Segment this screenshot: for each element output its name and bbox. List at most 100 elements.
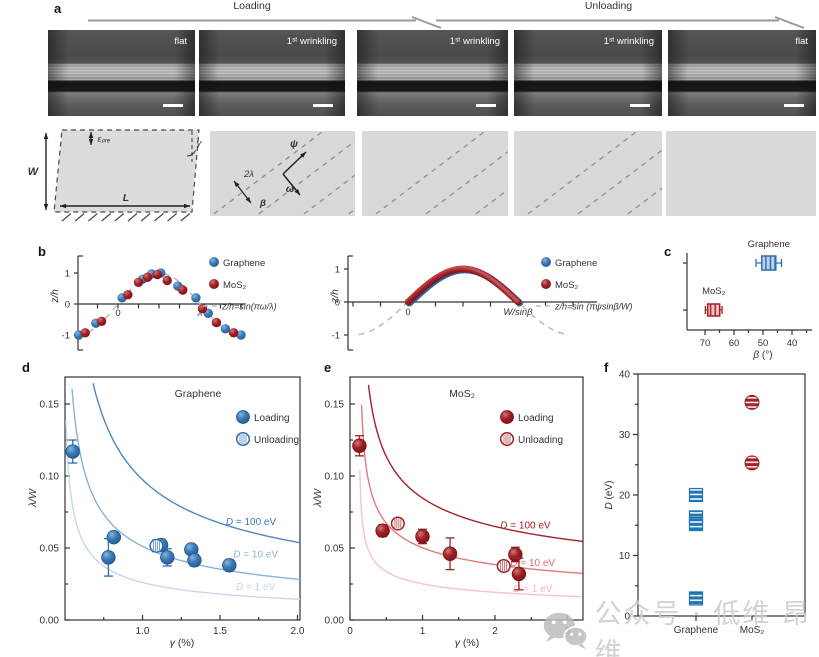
svg-text:0: 0 — [335, 298, 340, 309]
svg-text:λ: λ — [197, 308, 203, 319]
svg-text:D = 10 eV: D = 10 eV — [510, 558, 555, 569]
svg-text:D = 10 eV: D = 10 eV — [233, 549, 278, 560]
sem-image-2: 1ˢᵗ wrinkling — [199, 30, 345, 116]
svg-text:Unloading: Unloading — [254, 435, 299, 446]
svg-text:60: 60 — [729, 338, 740, 349]
svg-text:1.0: 1.0 — [136, 626, 150, 637]
svg-text:40: 40 — [787, 338, 798, 349]
sem-image-3-label: 1ˢᵗ wrinkling — [449, 36, 500, 47]
svg-text:MoS₂: MoS₂ — [223, 280, 247, 291]
svg-text:0: 0 — [624, 612, 630, 623]
svg-text:Loading: Loading — [518, 413, 554, 424]
svg-text:MoS₂: MoS₂ — [449, 388, 475, 400]
svg-text:0.00: 0.00 — [40, 616, 60, 627]
legend: Loading Unloading — [499, 410, 563, 447]
svg-text:0: 0 — [347, 626, 353, 637]
svg-text:εₚᵣₑ: εₚᵣₑ — [97, 134, 111, 144]
svg-text:1: 1 — [335, 265, 340, 276]
sem-image-3: 1ˢᵗ wrinkling — [357, 30, 508, 116]
svg-text:1.5: 1.5 — [213, 626, 227, 637]
panel-c-label: c — [664, 244, 672, 259]
svg-text:Graphene: Graphene — [223, 258, 265, 269]
legend: Graphene MoS₂ z/h=sin(πω/λ) — [203, 257, 277, 312]
svg-text:D = 1 eV: D = 1 eV — [236, 582, 276, 593]
panel-d-chart: 1.0 1.5 2.0 0.00 0.05 0.10 0.15 γ (%) λ/W Graphen… — [27, 376, 305, 649]
loading-points — [352, 435, 527, 591]
sem-image-4: 1ˢᵗ wrinkling — [514, 30, 662, 116]
svg-text:z/h=sin(πω/λ): z/h=sin(πω/λ) — [221, 302, 277, 312]
panel-d-label: d — [22, 360, 30, 375]
series-Graphene — [688, 487, 704, 606]
axes: 1 0 -1 0 λ z/h — [50, 255, 245, 351]
svg-text:γ (%): γ (%) — [455, 637, 480, 649]
svg-text:L: L — [123, 192, 129, 204]
schematic-box-4 — [514, 131, 662, 216]
loading-header: Loading — [233, 0, 271, 12]
series-Graphene — [73, 268, 246, 340]
svg-text:Graphene: Graphene — [175, 388, 222, 400]
svg-text:Unloading: Unloading — [518, 435, 563, 446]
svg-text:Loading: Loading — [254, 413, 290, 424]
svg-text:40: 40 — [619, 370, 631, 381]
sem-image-2-label: 1ˢᵗ wrinkling — [286, 36, 337, 47]
wechat-icon — [543, 612, 589, 650]
schematic-box-5 — [666, 131, 816, 216]
sem-image-5-label: flat — [795, 36, 808, 47]
svg-text:20: 20 — [619, 491, 631, 502]
title: MoS₂ — [449, 388, 475, 400]
svg-text:β (°): β (°) — [752, 350, 772, 361]
svg-text:0: 0 — [115, 308, 120, 319]
panel-f-label: f — [604, 360, 609, 375]
series-MoS₂ — [80, 269, 239, 338]
svg-text:2: 2 — [492, 626, 498, 637]
svg-text:W/sinβ: W/sinβ — [503, 307, 533, 318]
legend: Graphene MoS₂ z/h=sin (πψsinβ/W) — [536, 257, 632, 312]
svg-text:MoS₂: MoS₂ — [702, 286, 726, 297]
svg-text:2λ: 2λ — [243, 169, 254, 180]
wrinkle-stripes-box-2 — [210, 131, 355, 216]
panel-c-chart: 70 60 50 40 β (°) Graphene MoS₂ — [683, 239, 812, 361]
svg-text:MoS₂: MoS₂ — [740, 625, 765, 636]
svg-text:-1: -1 — [62, 331, 70, 342]
unloading-header: Unloading — [584, 0, 633, 12]
sem-image-4-label: 1ˢᵗ wrinkling — [603, 36, 654, 47]
svg-text:γ (%): γ (%) — [170, 637, 195, 649]
marker-MoS₂: MoS₂ — [702, 286, 726, 317]
svg-text:ω: ω — [286, 184, 295, 195]
svg-text:z/h: z/h — [330, 289, 341, 304]
unloading-points — [390, 516, 511, 574]
series-MoS2 — [404, 265, 522, 306]
scale-bar — [163, 104, 183, 107]
svg-text:2.0: 2.0 — [291, 626, 305, 637]
panel-a-graphics — [88, 16, 805, 29]
svg-text:0.15: 0.15 — [40, 400, 60, 411]
marker-Graphene: Graphene — [748, 239, 790, 271]
sem-image-1: flat — [48, 30, 195, 116]
svg-text:Graphene: Graphene — [555, 258, 597, 269]
svg-text:30: 30 — [619, 430, 631, 441]
watermark: 公众号 · 低维 昂维 — [541, 592, 819, 657]
svg-text:10: 10 — [619, 551, 631, 562]
panel-b-left-chart: 1 0 -1 0 λ z/h Graphene MoS₂ z/h=sin(πω/λ) — [50, 255, 277, 351]
unloading-points — [149, 538, 164, 553]
svg-text:0.10: 0.10 — [325, 472, 345, 483]
svg-text:0.05: 0.05 — [325, 544, 345, 555]
svg-text:λ/W: λ/W — [312, 488, 324, 508]
svg-text:-1: -1 — [332, 331, 340, 342]
schematic-box-2 — [210, 131, 355, 216]
svg-text:MoS₂: MoS₂ — [555, 280, 579, 291]
svg-text:1: 1 — [65, 269, 70, 280]
schematic-box-3 — [362, 131, 508, 216]
panel-f-chart: 0 10 20 30 40 Graphene MoS₂ D (eV) — [604, 370, 806, 636]
svg-text:D (eV): D (eV) — [604, 481, 615, 510]
panel-b-label: b — [38, 244, 46, 259]
svg-text:γ: γ — [197, 138, 203, 149]
axes: 0 10 20 30 40 Graphene MoS₂ D (eV) — [604, 370, 806, 636]
loading-points — [65, 439, 237, 577]
legend: Loading Unloading — [235, 410, 299, 447]
panel-e-label: e — [324, 360, 332, 375]
svg-text:W: W — [28, 166, 40, 178]
svg-text:70: 70 — [700, 338, 711, 349]
